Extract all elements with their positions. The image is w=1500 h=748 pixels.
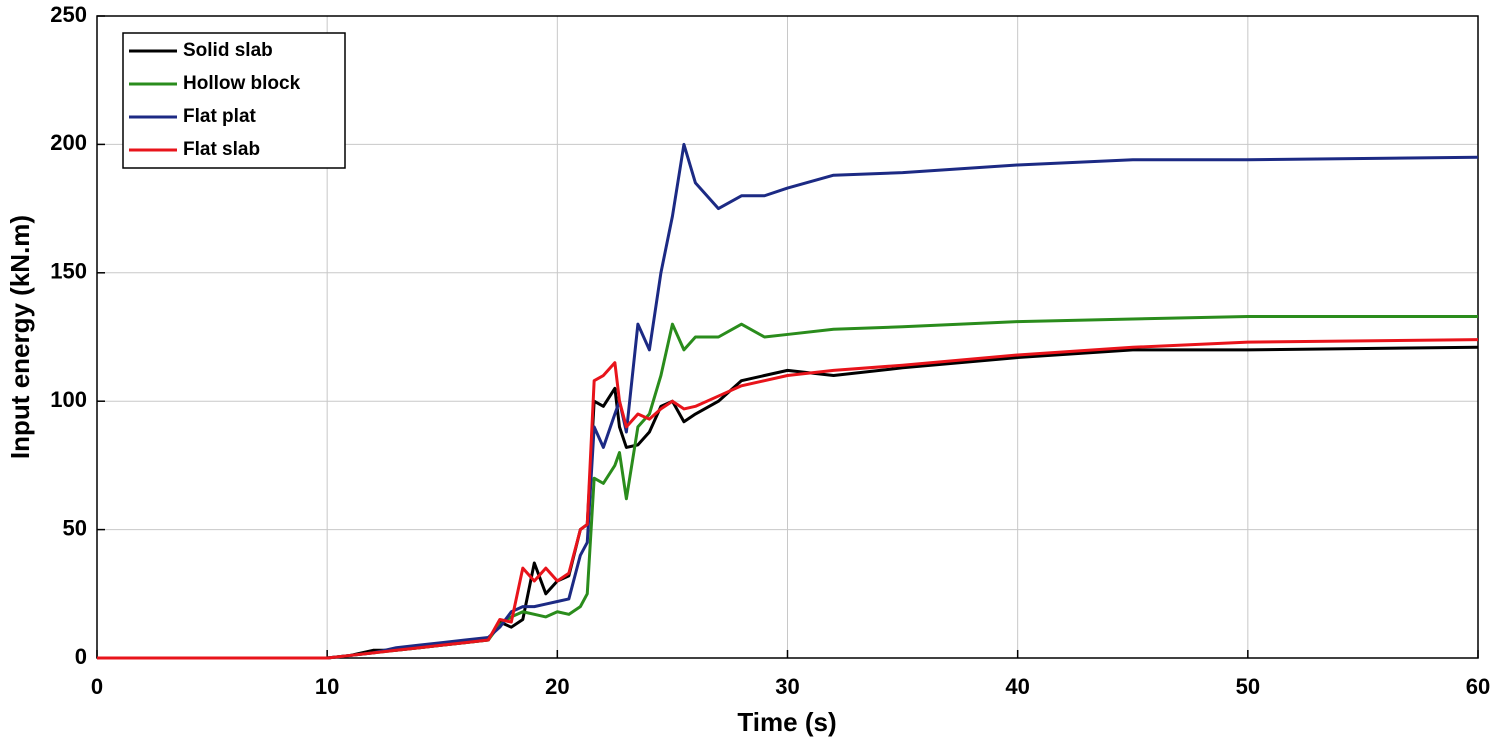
legend-label: Flat plat	[183, 106, 257, 127]
x-tick-label: 60	[1466, 674, 1490, 699]
x-tick-label: 40	[1005, 674, 1029, 699]
y-tick-label: 100	[50, 387, 87, 412]
y-tick-label: 250	[50, 2, 87, 27]
plot-frame	[96, 15, 1479, 659]
y-tick-label: 150	[50, 259, 87, 284]
legend-label: Flat slab	[183, 139, 260, 160]
data-line	[97, 142, 1479, 660]
legend-label: Hollow block	[183, 73, 301, 94]
x-tick-label: 30	[775, 674, 799, 699]
y-axis-label: Input energy (kN.m)	[5, 215, 35, 459]
legend-label: Solid slab	[183, 40, 273, 61]
x-tick-label: 50	[1236, 674, 1260, 699]
y-tick-label: 200	[50, 130, 87, 155]
x-tick-label: 20	[545, 674, 569, 699]
x-axis-label: Time (s)	[737, 707, 836, 737]
x-tick-label: 10	[315, 674, 339, 699]
y-tick-label: 50	[63, 515, 87, 540]
y-tick-label: 0	[75, 644, 87, 669]
data-line	[97, 338, 1479, 660]
x-tick-label: 0	[91, 674, 103, 699]
legend-box	[122, 32, 346, 169]
